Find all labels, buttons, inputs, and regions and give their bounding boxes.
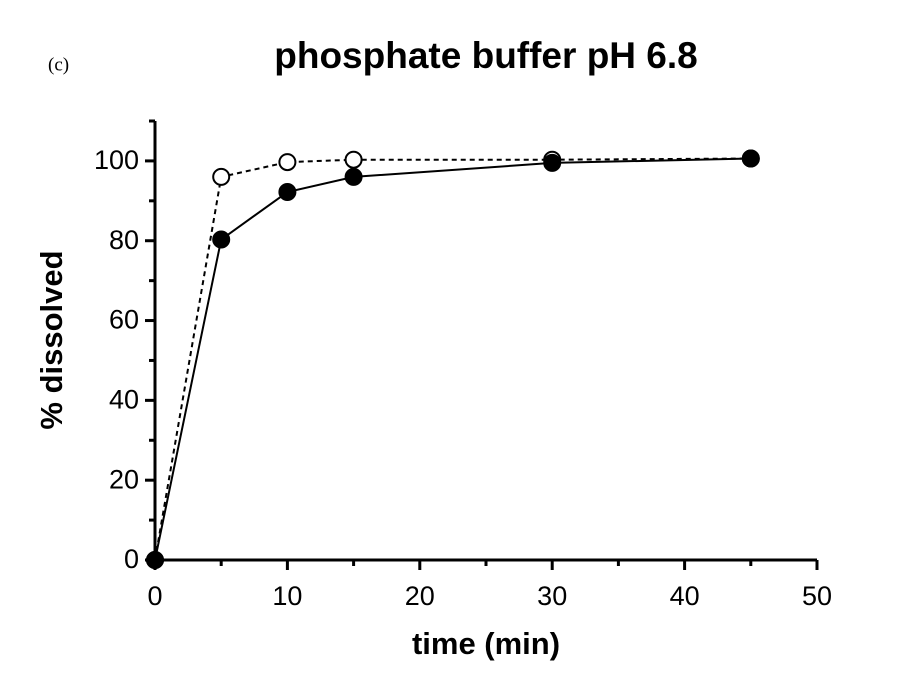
x-tick-label: 50 — [802, 581, 832, 611]
data-point — [344, 150, 363, 169]
y-tick-label: 100 — [94, 145, 139, 175]
panel-label: (c) — [48, 54, 69, 75]
y-tick-label: 80 — [109, 225, 139, 255]
data-point — [278, 153, 297, 172]
x-tick-label: 40 — [670, 581, 700, 611]
data-point — [344, 167, 363, 186]
data-point — [212, 230, 231, 249]
data-point — [212, 167, 231, 186]
y-tick-label: 60 — [109, 305, 139, 335]
x-axis-label: time (min) — [412, 626, 560, 661]
series-line — [154, 157, 751, 561]
x-tick-label: 20 — [405, 581, 435, 611]
x-tick-label: 30 — [537, 581, 567, 611]
y-axis-label: % dissolved — [34, 250, 69, 429]
y-tick-label: 20 — [109, 464, 139, 494]
y-tick-label: 0 — [124, 544, 139, 574]
data-point — [146, 551, 164, 569]
chart-title: phosphate buffer pH 6.8 — [274, 35, 697, 76]
data-point — [278, 183, 297, 202]
data-point — [543, 153, 562, 172]
y-tick-label: 40 — [109, 384, 139, 414]
x-tick-label: 0 — [147, 581, 162, 611]
series-line — [154, 157, 751, 561]
data-point — [741, 149, 760, 168]
x-tick-label: 10 — [272, 581, 302, 611]
